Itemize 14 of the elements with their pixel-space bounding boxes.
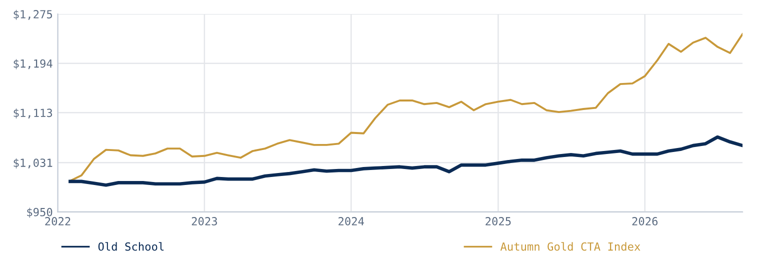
- x-tick-label: 2025: [486, 217, 511, 226]
- legend-label: Autumn Gold CTA Index: [500, 242, 640, 251]
- x-tick-label: 2023: [192, 217, 217, 226]
- y-tick-label: $1,275: [14, 10, 52, 20]
- line-series: [68, 135, 743, 187]
- legend-label: Old School: [98, 242, 164, 251]
- line-series: [69, 33, 743, 182]
- y-tick-label: $1,031: [14, 158, 52, 168]
- y-tick-label: $950: [27, 208, 52, 218]
- x-tick-label: 2026: [632, 217, 658, 226]
- x-tick-label: 2024: [338, 217, 364, 226]
- y-tick-label: $1,113: [14, 108, 52, 119]
- x-tick-label: 2022: [45, 217, 70, 226]
- y-tick-label: $1,194: [14, 59, 52, 70]
